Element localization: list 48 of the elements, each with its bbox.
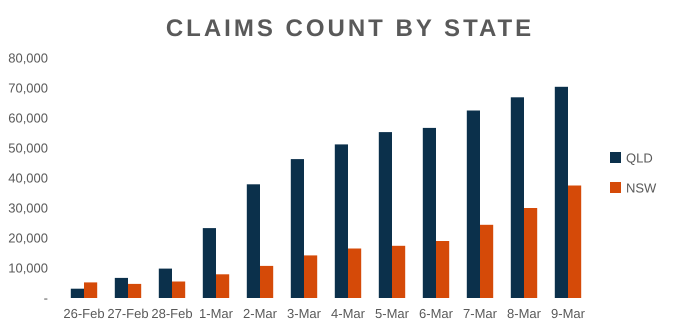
bar: [568, 186, 582, 298]
chart-title: CLAIMS COUNT BY STATE: [166, 15, 534, 42]
bar: [392, 246, 406, 298]
bar: [114, 278, 128, 298]
x-tick-label: 9-Mar: [551, 306, 586, 321]
bar: [348, 248, 362, 298]
y-tick-label: 50,000: [8, 140, 48, 156]
y-tick-label: 10,000: [8, 260, 48, 276]
y-tick-label: 30,000: [8, 200, 48, 216]
y-tick-label: 40,000: [8, 170, 48, 186]
bar: [172, 282, 186, 298]
bar: [422, 128, 436, 298]
x-tick-label: 3-Mar: [287, 306, 322, 321]
bar: [334, 144, 348, 298]
legend-label: QLD: [626, 150, 653, 166]
y-tick-label: 80,000: [8, 50, 48, 66]
bar: [510, 97, 524, 298]
x-tick-label: 28-Feb: [151, 306, 193, 321]
bar: [70, 288, 84, 298]
y-tick-label: 20,000: [8, 230, 48, 246]
legend-label: NSW: [626, 180, 658, 196]
bar: [246, 184, 260, 298]
x-tick-label: 8-Mar: [507, 306, 542, 321]
x-tick-label: 1-Mar: [199, 306, 234, 321]
y-tick-label: 70,000: [8, 80, 48, 96]
bar: [128, 284, 142, 298]
x-tick-label: 27-Feb: [107, 306, 149, 321]
y-tick-label: 60,000: [8, 110, 48, 126]
x-tick-label: 4-Mar: [331, 306, 366, 321]
bar: [202, 228, 216, 298]
x-tick-label: 5-Mar: [375, 306, 410, 321]
bar: [466, 110, 480, 298]
x-tick-label: 26-Feb: [63, 306, 105, 321]
x-tick-label: 7-Mar: [463, 306, 498, 321]
bar: [260, 266, 274, 298]
bar: [524, 208, 538, 298]
y-tick-label: -: [44, 290, 48, 306]
x-tick-label: 6-Mar: [419, 306, 454, 321]
bar: [436, 241, 450, 298]
bar: [158, 268, 172, 298]
bar: [554, 86, 568, 298]
bar: [304, 255, 318, 298]
x-tick-label: 2-Mar: [243, 306, 278, 321]
bar: [480, 224, 494, 298]
bar: [378, 132, 392, 298]
bar: [290, 159, 304, 298]
bar: [216, 274, 230, 298]
bar: [84, 282, 98, 298]
